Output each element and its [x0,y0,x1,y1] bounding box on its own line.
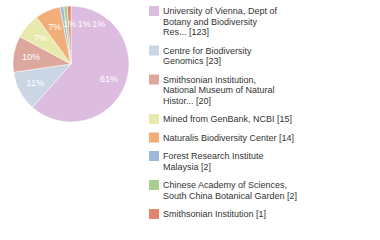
legend-label: Malaysia [2] [163,162,211,172]
legend-label: Naturalis Biodiversity Center [14] [163,133,294,143]
legend-swatch [149,114,159,124]
data-label: 1% [92,19,105,29]
legend-label: Chinese Academy of Sciences, [163,180,287,190]
data-label: 1% [78,19,91,29]
chart: 61%11%10%7%7%1%1%1%University of Vienna,… [0,0,380,240]
legend-swatch [149,180,159,190]
legend-swatch [149,133,159,143]
legend-swatch [149,151,159,161]
legend-label: University of Vienna, Dept of [163,6,277,16]
pie [13,6,129,122]
data-label: 61% [100,74,118,84]
legend-swatch [149,6,159,16]
legend: University of Vienna, Dept ofBotany and … [149,6,297,219]
pie-slice [60,6,71,64]
pie-slice [64,6,71,64]
legend-label: Botany and Biodiversity [163,17,258,27]
legend-label: Res... [123] [163,27,209,37]
legend-swatch [149,209,159,219]
legend-label: Centre for Biodiversity [163,46,252,56]
legend-label: Histor... [20] [163,96,211,106]
legend-label: Smithsonian Institution [1] [163,209,266,219]
legend-label: Mined from GenBank, NCBI [15] [163,114,292,124]
data-label: 7% [48,22,61,32]
legend-swatch [149,46,159,56]
data-label: 1% [63,19,76,29]
legend-label: Genomics [23] [163,56,221,66]
legend-label: Forest Research Institute [163,151,264,161]
legend-label: National Museum of Natural [163,85,275,95]
legend-label: Smithsonian Institution, [163,75,256,85]
data-label: 10% [22,52,40,62]
legend-label: South China Botanical Garden [2] [163,191,297,201]
data-labels: 61%11%10%7%7%1%1%1% [22,19,118,89]
legend-swatch [149,75,159,85]
data-label: 11% [27,78,44,88]
pie-slice [67,6,71,64]
data-label: 7% [34,33,47,43]
